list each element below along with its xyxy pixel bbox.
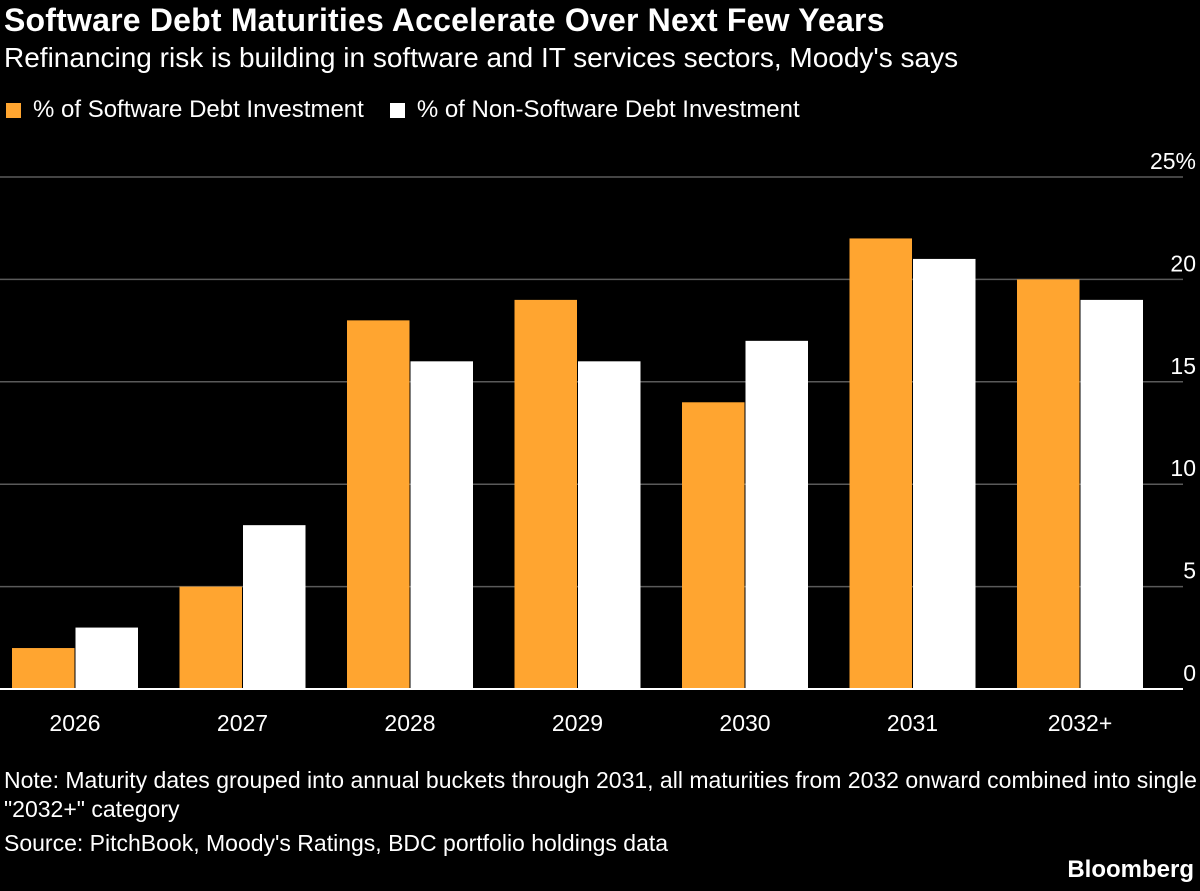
x-tick-label: 2028 (384, 710, 435, 736)
y-tick-label: 15 (1170, 353, 1196, 379)
x-tick-label: 2026 (49, 710, 100, 736)
x-tick-label: 2032+ (1048, 710, 1113, 736)
chart-note: Note: Maturity dates grouped into annual… (4, 767, 1197, 822)
chart-source: Source: PitchBook, Moody's Ratings, BDC … (4, 830, 669, 856)
y-tick-label: 5 (1183, 558, 1196, 584)
bar-non-software (1080, 299, 1143, 689)
bar-software (514, 299, 577, 689)
legend-swatch-non-software (389, 102, 405, 118)
x-tick-label: 2030 (719, 710, 770, 736)
bar-non-software (75, 627, 138, 689)
bar-non-software (410, 361, 473, 689)
y-tick-label: 0 (1183, 660, 1196, 686)
bloomberg-logo: Bloomberg (1067, 856, 1194, 883)
x-tick-label: 2027 (217, 710, 268, 736)
chart-legend: % of Software Debt Investment % of Non-S… (6, 96, 826, 124)
legend-item-software: % of Software Debt Investment (6, 96, 364, 124)
y-tick-label: 25% (1150, 148, 1196, 174)
x-tick-label: 2031 (887, 710, 938, 736)
x-tick-label: 2029 (552, 710, 603, 736)
bar-software (849, 238, 912, 689)
bar-non-software (745, 340, 808, 689)
bar-software (1017, 279, 1080, 689)
bar-software (179, 586, 242, 689)
bar-software (12, 648, 75, 689)
bar-non-software (243, 525, 306, 689)
bar-non-software (578, 361, 641, 689)
bar-software (347, 320, 410, 689)
bar-non-software (913, 258, 976, 689)
legend-label-software: % of Software Debt Investment (33, 96, 364, 123)
y-tick-label: 10 (1170, 455, 1196, 481)
chart-title: Software Debt Maturities Accelerate Over… (4, 2, 885, 38)
legend-swatch-software (6, 102, 21, 118)
bar-software (682, 402, 745, 689)
y-tick-label: 20 (1170, 250, 1196, 276)
chart-subtitle: Refinancing risk is building in software… (4, 42, 959, 73)
legend-item-non-software: % of Non-Software Debt Investment (389, 96, 800, 124)
legend-label-non-software: % of Non-Software Debt Investment (416, 96, 800, 123)
